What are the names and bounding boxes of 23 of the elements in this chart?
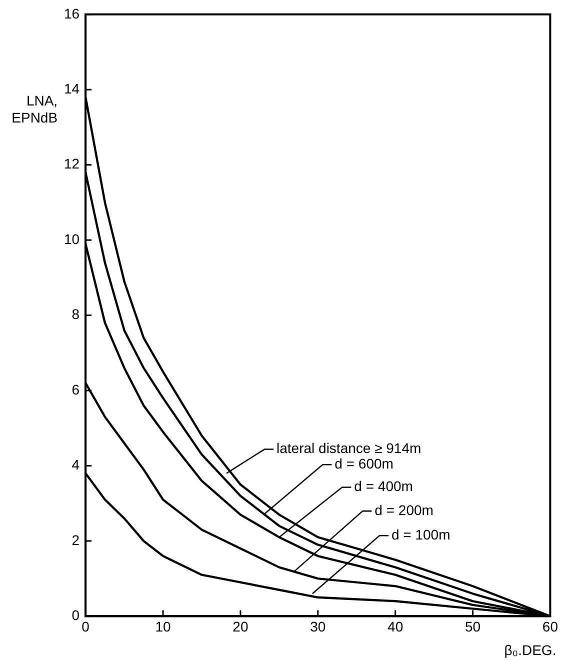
x-tick-label: 20 — [232, 618, 248, 634]
y-axis-title: LNA, EPNdB — [12, 92, 58, 126]
annotation: d = 100m — [391, 526, 450, 542]
y-tick-label: 0 — [72, 607, 80, 624]
x-tick-label: 40 — [388, 618, 404, 634]
x-tick-label: 30 — [310, 618, 326, 634]
annotation: lateral distance ≥ 914m — [276, 440, 422, 456]
y-tick-label: 16 — [64, 5, 80, 22]
y-tick-label: 10 — [64, 230, 80, 247]
y-tick-label: 14 — [64, 80, 80, 96]
annotation: d = 200m — [374, 502, 434, 518]
x-tick-label: 10 — [155, 618, 172, 634]
y-tick-label: 4 — [72, 456, 80, 473]
annotation: d = 600m — [334, 456, 394, 472]
y-tick-label: 8 — [72, 306, 80, 322]
x-tick-label: 60 — [542, 618, 558, 634]
y-tick-label: 2 — [72, 532, 80, 548]
x-tick-label: 50 — [464, 618, 481, 634]
x-tick-label: 0 — [82, 618, 90, 634]
y-tick-label: 6 — [72, 381, 80, 398]
x-axis-title: β₀.DEG. — [504, 642, 556, 658]
y-tick-label: 12 — [64, 156, 80, 172]
annotation: d = 400m — [354, 478, 413, 494]
